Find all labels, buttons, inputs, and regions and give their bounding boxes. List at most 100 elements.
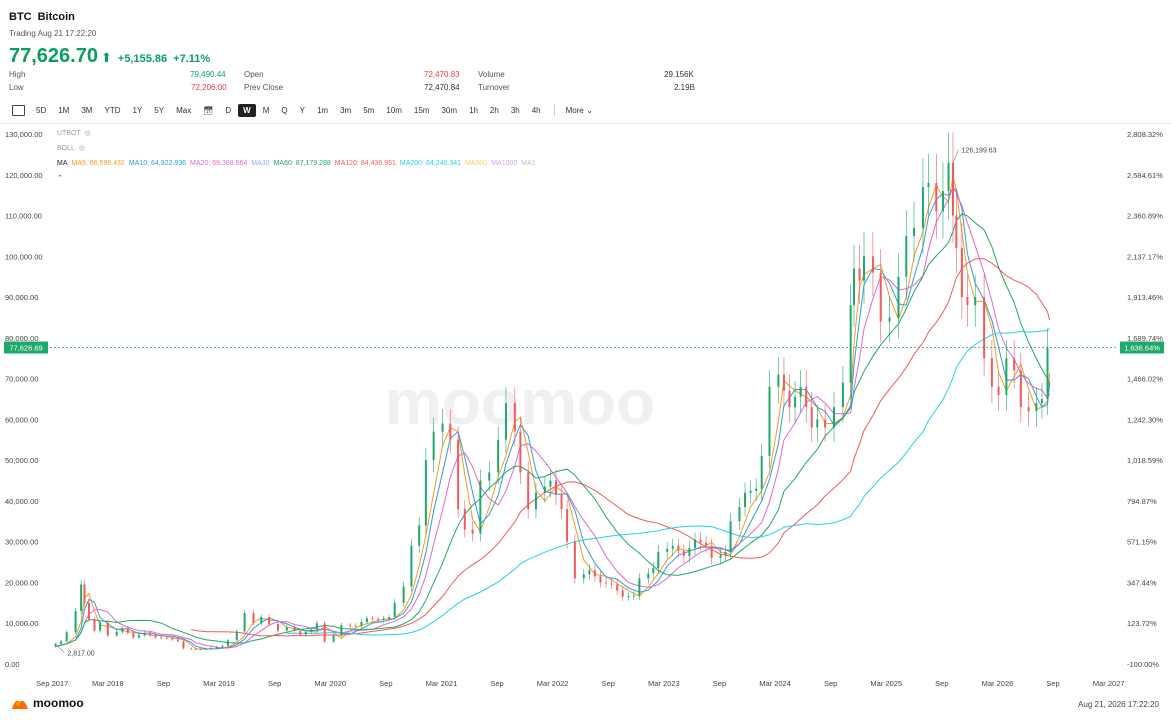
candle-body [560, 494, 563, 510]
candle-body [74, 611, 77, 633]
range-1y[interactable]: 1Y [132, 105, 143, 115]
stat-turnover-value: 2.19B [674, 83, 695, 92]
candle-body [83, 584, 86, 603]
candle-body [841, 382, 844, 408]
candle-body [160, 637, 163, 639]
y-tick-right: 1,242.30% [1127, 415, 1163, 424]
candle-body [729, 521, 732, 552]
eye-off-icon[interactable]: ◎ [78, 145, 86, 152]
x-tick: Mar 2020 [314, 679, 346, 688]
candle-body [610, 583, 613, 585]
ma-line-MA120 [191, 258, 1051, 637]
x-tick: Mar 2026 [982, 679, 1014, 688]
candle-body [616, 584, 619, 591]
candle-body [593, 570, 596, 577]
candle-body [115, 631, 118, 636]
period-2h[interactable]: 2h [489, 105, 499, 115]
brand-name: moomoo [33, 696, 84, 710]
period-1m[interactable]: 1m [316, 105, 329, 115]
stat-volume-value: 29.156K [664, 70, 694, 79]
candle-body [1046, 347, 1049, 399]
more-button[interactable]: More ⌄ [561, 104, 598, 117]
period-30m[interactable]: 30m [441, 105, 458, 115]
range-ytd[interactable]: YTD [104, 105, 121, 115]
period-4h[interactable]: 4h [531, 105, 541, 115]
candle-body [215, 646, 218, 649]
price-chart[interactable]: moomoo 130,000.00 2,808.32% 120,000.00 2,584… [0, 124, 1171, 690]
x-tick: Sep [379, 679, 392, 688]
period-y[interactable]: Y [299, 105, 305, 115]
period-1h[interactable]: 1h [469, 105, 478, 115]
candle-body [504, 403, 507, 440]
period-d[interactable]: D [225, 105, 232, 115]
chart-type-icon[interactable] [12, 104, 25, 116]
candle-body [905, 235, 908, 277]
period-10m[interactable]: 10m [386, 105, 402, 115]
range-5y[interactable]: 5Y [154, 105, 165, 115]
period-3h[interactable]: 3h [510, 105, 520, 115]
candle-body [171, 637, 174, 640]
range-1m[interactable]: 1M [58, 105, 70, 115]
candle-body [165, 637, 168, 639]
candle-body [755, 488, 758, 491]
range-3m[interactable]: 3M [81, 105, 93, 115]
y-tick-right: 123.72% [1127, 619, 1157, 628]
candle-body [99, 622, 102, 631]
y-tick-left: 30,000.00 [5, 538, 38, 547]
candle-body [816, 419, 819, 428]
symbol-code: BTC [9, 11, 32, 23]
candle-body [888, 317, 891, 322]
period-3m[interactable]: 3m [340, 105, 352, 115]
current-price-tag [4, 341, 48, 354]
period-w[interactable]: W [238, 103, 256, 117]
stat-prevclose-label: Prev Close [244, 83, 284, 92]
period-15m[interactable]: 15m [413, 105, 430, 115]
candle-body [858, 268, 861, 281]
range-max[interactable]: Max [176, 105, 192, 115]
ma-item-7: MA500 [465, 160, 488, 167]
candle-body [441, 423, 444, 432]
x-tick: Mar 2018 [92, 679, 124, 688]
collapse-caret-icon[interactable]: ⌃ [57, 175, 63, 182]
footer-timestamp: Aug 21, 2026 17:22:20 [1078, 700, 1159, 709]
eye-off-icon[interactable]: ◎ [84, 130, 91, 137]
candle-body [849, 305, 852, 383]
candle-body [897, 276, 900, 318]
candle-body [463, 509, 466, 530]
candle-body [106, 622, 109, 636]
period-5m[interactable]: 5m [363, 105, 375, 115]
candle-body [80, 584, 83, 611]
period-q[interactable]: Q [281, 105, 288, 115]
y-tick-left: 80,000.00 [5, 334, 38, 343]
ma-line-MA60 [55, 213, 1051, 647]
header-divider [0, 123, 1171, 124]
calendar-icon[interactable]: 📅︎ [203, 105, 214, 115]
x-tick: Sep [490, 679, 503, 688]
candle-body [554, 480, 557, 495]
stat-high-label: High [9, 70, 26, 79]
range-5d[interactable]: 5D [36, 105, 47, 115]
candle-body [285, 627, 288, 631]
candle-body [418, 525, 421, 546]
y-tick-left: 10,000.00 [5, 619, 38, 628]
candle-body [927, 182, 930, 187]
candle-body [1005, 358, 1008, 395]
candle-body [788, 390, 791, 408]
candle-body [599, 576, 602, 583]
boll-indicator[interactable]: BOLL ◎ [57, 144, 89, 152]
y-tick-left: 120,000.00 [5, 171, 43, 180]
candle-body [582, 574, 585, 579]
candle-body [983, 297, 986, 359]
candle-body [652, 568, 655, 574]
current-pct-label: 1,636.64% [1124, 344, 1160, 353]
period-m[interactable]: M [262, 105, 270, 115]
candle-body [310, 629, 313, 632]
utbot-indicator[interactable]: UTBOT ◎ [57, 129, 95, 137]
candle-body [534, 492, 537, 510]
moomoo-logo-icon [12, 700, 28, 709]
watermark-text: moomoo [385, 366, 655, 438]
candle-body [268, 617, 271, 625]
ma-item-1: MA10: 64,922.936 [128, 160, 187, 167]
candle-body [913, 227, 916, 236]
candle-body [941, 191, 944, 212]
